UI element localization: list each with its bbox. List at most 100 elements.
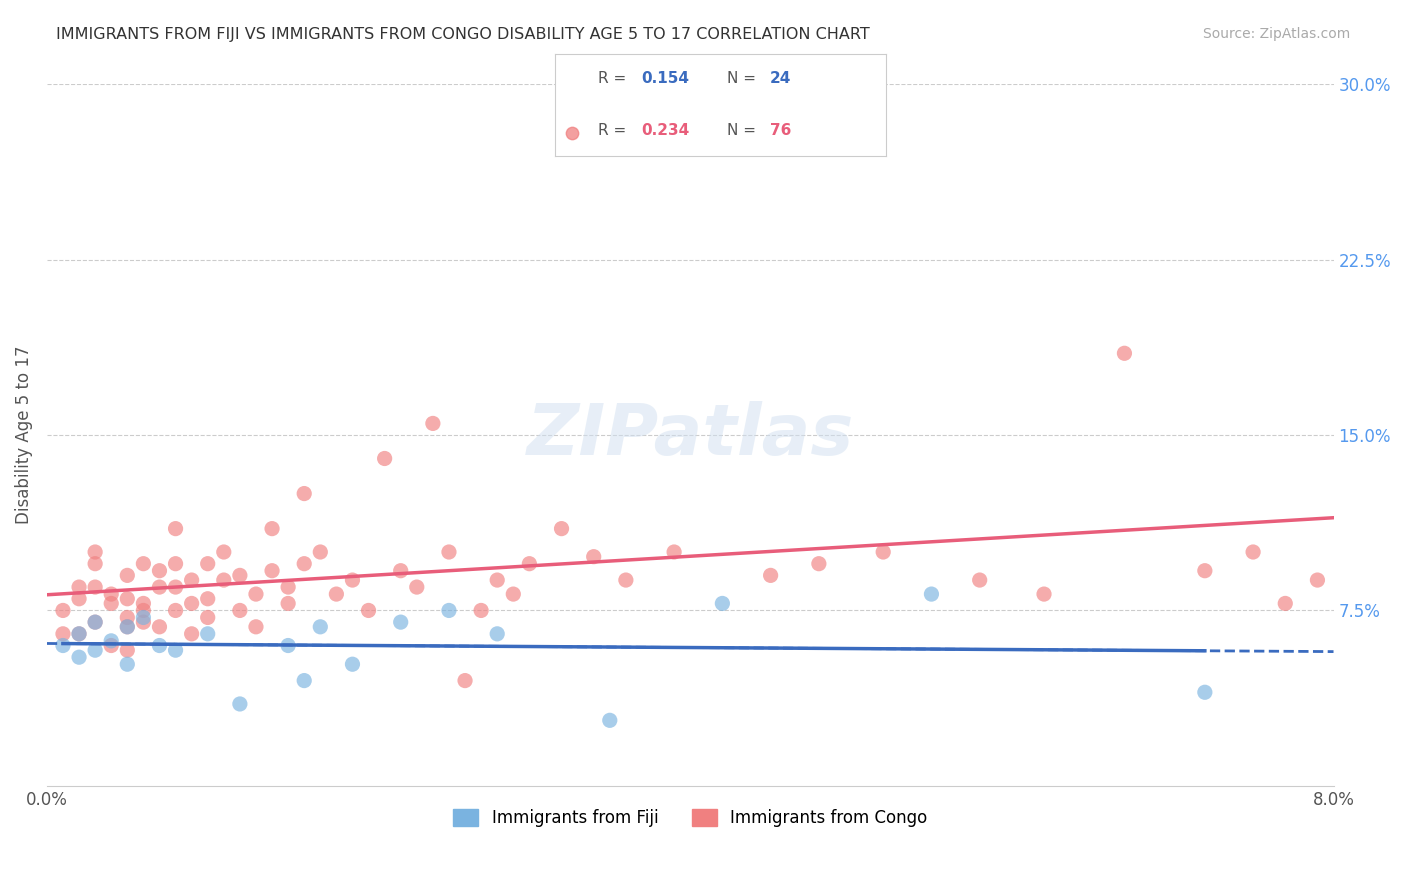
Point: [374, 451, 396, 466]
Point: [342, 657, 364, 672]
Point: [486, 627, 509, 641]
Point: [437, 545, 460, 559]
Text: 24: 24: [770, 71, 792, 87]
Point: [84, 615, 107, 629]
Point: [180, 627, 202, 641]
Text: N =: N =: [727, 71, 761, 87]
Point: [405, 580, 427, 594]
Point: [165, 557, 187, 571]
Point: [245, 587, 267, 601]
Point: [212, 545, 235, 559]
Point: [67, 650, 90, 665]
Point: [84, 557, 107, 571]
Point: [1194, 685, 1216, 699]
Point: [1241, 545, 1264, 559]
Point: [84, 580, 107, 594]
Point: [807, 557, 830, 571]
Point: [229, 603, 252, 617]
Text: R =: R =: [599, 122, 631, 137]
Point: [389, 615, 412, 629]
Point: [132, 610, 155, 624]
Point: [325, 587, 347, 601]
Point: [165, 522, 187, 536]
Point: [561, 74, 583, 88]
Point: [197, 627, 219, 641]
Point: [437, 603, 460, 617]
Point: [519, 557, 541, 571]
Point: [229, 568, 252, 582]
Point: [132, 596, 155, 610]
Point: [759, 568, 782, 582]
Point: [229, 697, 252, 711]
Point: [260, 522, 283, 536]
Point: [292, 557, 315, 571]
Point: [52, 639, 75, 653]
Point: [260, 564, 283, 578]
Point: [165, 643, 187, 657]
Point: [132, 557, 155, 571]
Point: [920, 587, 942, 601]
Text: R =: R =: [599, 71, 631, 87]
Point: [67, 591, 90, 606]
Text: Source: ZipAtlas.com: Source: ZipAtlas.com: [1202, 27, 1350, 41]
Point: [389, 564, 412, 578]
Point: [67, 580, 90, 594]
Text: 76: 76: [770, 122, 792, 137]
Point: [148, 564, 170, 578]
Point: [292, 486, 315, 500]
Point: [84, 615, 107, 629]
Point: [470, 603, 492, 617]
Point: [117, 620, 139, 634]
Point: [711, 596, 734, 610]
Point: [1194, 564, 1216, 578]
Point: [711, 128, 734, 143]
Point: [1033, 587, 1056, 601]
Point: [1339, 580, 1361, 594]
Point: [148, 580, 170, 594]
Point: [486, 573, 509, 587]
Text: 0.234: 0.234: [641, 122, 689, 137]
Point: [100, 633, 122, 648]
Point: [132, 603, 155, 617]
Y-axis label: Disability Age 5 to 17: Disability Age 5 to 17: [15, 346, 32, 524]
Text: ZIPatlas: ZIPatlas: [526, 401, 853, 469]
Point: [52, 627, 75, 641]
Point: [165, 603, 187, 617]
Point: [52, 603, 75, 617]
Point: [662, 545, 685, 559]
Point: [872, 545, 894, 559]
Point: [292, 673, 315, 688]
Point: [197, 591, 219, 606]
Point: [550, 522, 572, 536]
Text: N =: N =: [727, 122, 761, 137]
Point: [582, 549, 605, 564]
Point: [117, 591, 139, 606]
Point: [67, 627, 90, 641]
Point: [614, 573, 637, 587]
Point: [117, 643, 139, 657]
Point: [502, 587, 524, 601]
Point: [1114, 346, 1136, 360]
Point: [212, 573, 235, 587]
Point: [277, 596, 299, 610]
Point: [165, 580, 187, 594]
Point: [132, 615, 155, 629]
Point: [100, 596, 122, 610]
Point: [277, 580, 299, 594]
Point: [197, 557, 219, 571]
Point: [277, 639, 299, 653]
Point: [84, 545, 107, 559]
Point: [67, 627, 90, 641]
Point: [117, 568, 139, 582]
Point: [561, 126, 583, 140]
Point: [1306, 573, 1329, 587]
Point: [454, 673, 477, 688]
Point: [357, 603, 380, 617]
Point: [245, 620, 267, 634]
Point: [117, 610, 139, 624]
Point: [117, 620, 139, 634]
Point: [309, 620, 332, 634]
Point: [342, 573, 364, 587]
Point: [1274, 596, 1296, 610]
Point: [100, 639, 122, 653]
